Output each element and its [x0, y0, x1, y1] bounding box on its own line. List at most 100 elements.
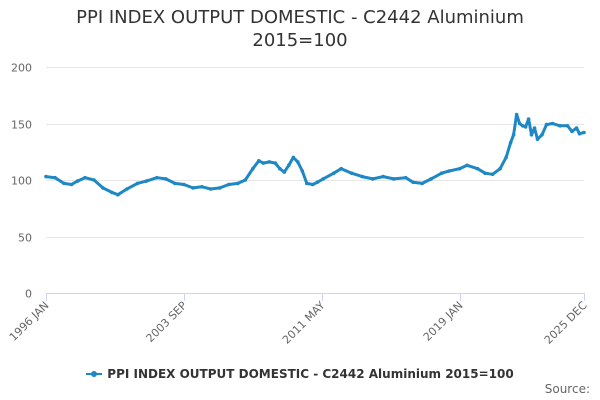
data-point	[582, 130, 586, 135]
data-point	[381, 174, 386, 179]
data-point	[75, 179, 80, 183]
data-point	[135, 181, 140, 186]
data-point	[526, 117, 531, 121]
y-tick-label: 0	[25, 288, 32, 301]
data-point	[236, 181, 240, 186]
data-point	[261, 161, 266, 165]
data-point	[558, 124, 562, 128]
x-tick-label: 1996 JAN	[7, 299, 52, 344]
data-point	[483, 171, 487, 175]
data-point	[273, 161, 278, 165]
data-point	[520, 124, 525, 128]
y-tick-label: 100	[11, 175, 32, 188]
y-tick-label: 50	[18, 232, 32, 245]
data-point	[110, 190, 114, 195]
data-point	[529, 133, 534, 137]
x-tick-label: 2025 DEC	[542, 299, 590, 347]
data-point	[92, 178, 96, 182]
x-tick-label: 2011 MAY	[280, 299, 328, 347]
legend[interactable]: PPI INDEX OUTPUT DOMESTIC - C2442 Alumin…	[0, 364, 600, 381]
chart-title-line-2: 2015=100	[252, 30, 348, 51]
data-point	[331, 171, 336, 175]
data-point	[44, 174, 48, 179]
data-point	[243, 178, 248, 182]
data-point	[69, 182, 74, 187]
data-point	[411, 180, 416, 185]
data-point	[53, 175, 57, 180]
data-point	[182, 182, 186, 187]
data-point	[429, 177, 433, 181]
series-group[interactable]	[44, 112, 586, 197]
grid-lines	[46, 67, 584, 238]
data-point	[164, 177, 168, 181]
data-point	[517, 121, 522, 126]
data-point	[514, 112, 519, 117]
data-point	[349, 171, 354, 175]
data-point	[282, 170, 287, 174]
y-tick-label: 150	[11, 119, 32, 132]
data-point	[498, 166, 502, 171]
data-point	[490, 172, 495, 177]
data-point	[465, 163, 469, 168]
data-point	[191, 186, 195, 190]
data-point	[391, 177, 396, 181]
data-point	[544, 122, 549, 127]
legend-line-marker-icon	[86, 371, 103, 377]
data-point	[173, 181, 177, 186]
data-point	[574, 126, 579, 130]
y-axis: 0 50 100 150 200	[11, 62, 32, 301]
data-point	[339, 166, 344, 171]
data-point	[403, 175, 408, 180]
data-point	[257, 159, 261, 163]
data-point	[291, 155, 296, 160]
credits[interactable]: Source:	[544, 382, 590, 396]
data-point	[508, 140, 513, 145]
chart-title-line-1: PPI INDEX OUTPUT DOMESTIC - C2442 Alumin…	[76, 7, 524, 28]
data-point	[83, 175, 87, 180]
data-point	[540, 133, 544, 137]
data-point	[311, 182, 315, 187]
data-point	[300, 169, 305, 173]
data-point	[532, 126, 537, 130]
data-point	[125, 187, 129, 191]
data-point	[565, 124, 570, 128]
x-tick-label: 2003 SEP	[144, 299, 190, 345]
data-point	[116, 192, 120, 197]
data-point	[144, 179, 149, 183]
data-point	[504, 155, 508, 160]
data-point	[457, 166, 462, 171]
series-line	[44, 113, 586, 197]
legend-item[interactable]: PPI INDEX OUTPUT DOMESTIC - C2442 Alumin…	[86, 367, 514, 381]
y-tick-label: 200	[11, 62, 32, 75]
data-point	[101, 186, 105, 190]
data-point	[420, 181, 425, 186]
data-point	[287, 163, 291, 168]
data-point	[296, 160, 300, 164]
data-point	[315, 180, 320, 185]
data-point	[535, 137, 540, 142]
data-point	[511, 133, 516, 137]
data-point	[447, 169, 451, 173]
data-point	[305, 181, 309, 186]
data-point	[218, 186, 222, 190]
x-axis: 1996 JAN 2003 SEP 2011 MAY 2019 JAN 2025 DEC	[7, 293, 590, 347]
data-point	[570, 129, 574, 134]
legend-label: PPI INDEX OUTPUT DOMESTIC - C2442 Alumin…	[107, 367, 514, 381]
chart-title: PPI INDEX OUTPUT DOMESTIC - C2442 Alumin…	[0, 6, 600, 52]
data-point	[251, 166, 255, 171]
data-point	[523, 125, 528, 129]
data-point	[321, 177, 326, 181]
data-point	[550, 121, 555, 126]
data-point	[62, 181, 66, 186]
data-point	[227, 182, 231, 187]
data-point	[209, 187, 213, 191]
data-point	[267, 160, 272, 164]
data-point	[278, 166, 282, 171]
data-point	[439, 171, 444, 175]
x-tick-label: 2019 JAN	[421, 299, 466, 344]
data-point	[370, 177, 375, 181]
data-point	[475, 166, 480, 171]
data-point	[360, 174, 365, 179]
data-point	[155, 175, 159, 180]
